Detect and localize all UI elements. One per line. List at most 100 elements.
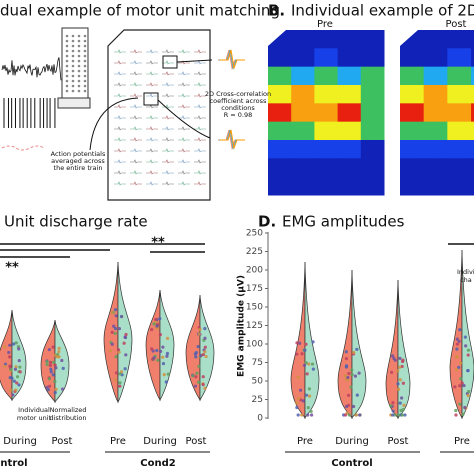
electrode [83,84,87,88]
data-dot [155,348,159,353]
data-dot [53,363,57,367]
data-dot [458,384,462,388]
mu-waveform [162,137,174,142]
heatmap-cell [471,140,474,159]
heatmap-cell [268,85,292,104]
data-dot [123,367,127,371]
electrode [83,59,87,63]
electrode-array [61,27,89,99]
electrode [71,34,75,38]
heatmap-cell [447,176,472,196]
heatmap-cell [291,158,315,178]
heatmap-cell [268,103,292,123]
violin-left [0,309,13,402]
data-dot [310,413,314,417]
group-label: ntrol [0,458,27,469]
data-dot [51,345,55,349]
data-dot [15,375,20,379]
data-dot [295,401,299,405]
data-dot [344,404,349,409]
heatmap-cell [447,66,472,86]
data-dot [114,314,118,318]
mu-waveform [114,137,126,142]
data-dot [14,388,18,392]
electrode [77,39,81,43]
electrode [83,39,87,43]
violin-left [145,289,161,402]
data-dot [309,409,313,414]
data-dot [346,375,350,380]
data-dot [196,344,200,349]
mu-waveform [114,159,126,164]
data-dot [119,314,124,319]
mu-waveform [130,126,142,131]
data-dot [201,375,205,379]
data-dot [166,372,170,376]
data-dot [344,350,348,354]
heatmap-cell [447,158,472,178]
heatmap-cell [471,176,474,196]
mu-waveform [146,60,158,65]
heatmap-cell [360,85,385,104]
data-dot [400,396,404,400]
x-label: Post [388,436,409,447]
data-dot [161,355,165,359]
data-dot [346,393,351,397]
violin-left [385,279,399,420]
mu-waveform [162,71,174,76]
mu-waveform [146,137,158,142]
electrode [71,74,75,78]
mu-waveform [130,159,142,164]
data-dot [165,336,170,340]
data-dot [150,328,154,332]
data-dot [18,365,22,369]
data-dot [298,341,302,345]
x-label: Post [186,436,207,447]
data-dot [455,355,459,359]
heatmap-cell [423,140,448,159]
data-dot [311,367,315,371]
data-dot [156,358,160,362]
panel-b-letter: B. [268,2,285,20]
data-dot [45,360,49,364]
mu-waveform [178,126,190,131]
data-dot [123,335,127,339]
data-dot [152,322,156,326]
annotation: averaged across [51,157,105,165]
electrode [65,59,69,63]
data-dot [196,380,201,384]
heatmap-cell [314,66,339,86]
matched-ap [220,129,245,150]
mu-waveform [162,126,174,131]
heatmap-cell [400,48,425,68]
data-dot [350,368,354,372]
mu-waveform [178,181,190,186]
mu-waveform [130,49,142,54]
heatmap-cell [337,66,362,86]
data-dot [458,402,462,406]
mu-waveform [194,115,206,120]
electrode [77,44,81,48]
heatmap-cell [447,103,472,123]
data-dot [462,384,466,388]
data-dot [354,413,358,417]
mu-waveform [178,170,190,175]
emg-trace [1,57,62,81]
violin-right [304,261,320,420]
data-dot [158,349,163,353]
heatmap-cell [423,66,448,86]
mu-waveform [146,126,158,131]
data-dot [355,393,359,397]
mu-waveform [130,181,142,186]
fold [400,30,418,46]
data-dot [165,351,170,356]
mu-waveform [130,137,142,142]
electrode [77,84,81,88]
heatmap-cell [268,66,292,86]
heatmap-cell [447,85,472,104]
heatmap-cell [423,85,448,104]
mu-waveform [194,181,206,186]
heatmap-cell [337,121,362,141]
data-dot [353,374,358,378]
data-dot [398,356,402,360]
